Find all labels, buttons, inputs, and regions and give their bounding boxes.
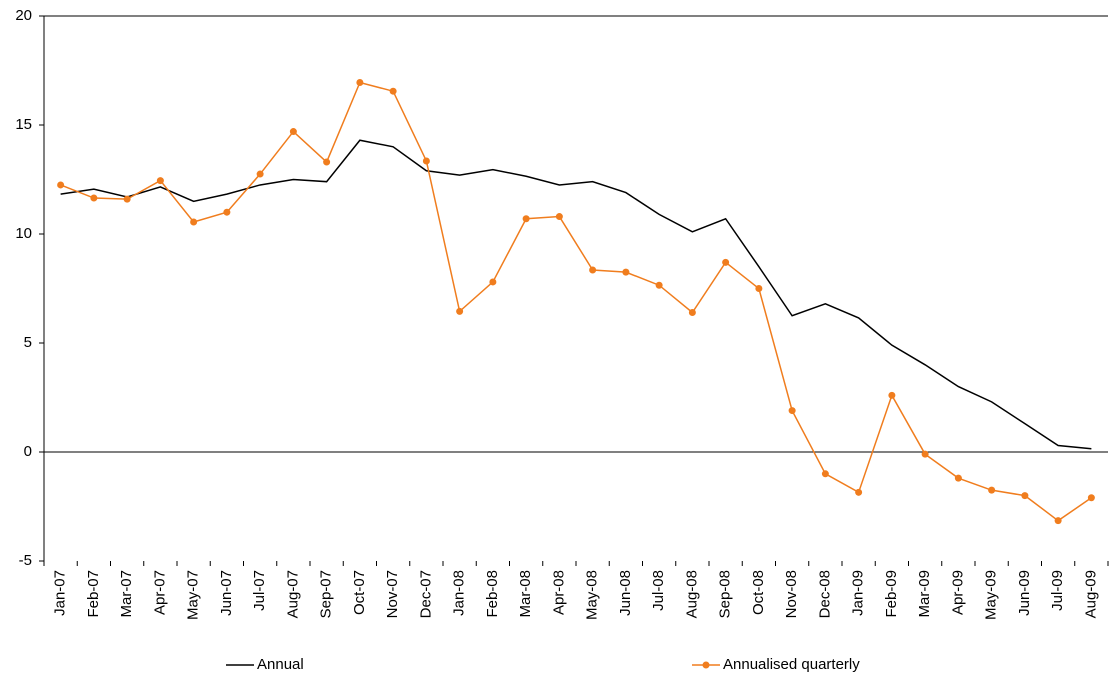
x-tick-label: Apr-07 xyxy=(151,570,168,615)
point xyxy=(323,158,331,166)
x-tick-label: Dec-08 xyxy=(816,570,833,618)
y-tick-label: 10 xyxy=(15,225,32,242)
y-tick-label: 15 xyxy=(15,116,32,133)
x-tick-label: Apr-08 xyxy=(550,570,567,615)
x-tick-label: Jun-08 xyxy=(617,570,634,616)
y-tick-label: 5 xyxy=(24,334,32,351)
point xyxy=(988,486,996,494)
x-tick-label: Oct-07 xyxy=(351,570,368,615)
x-tick-label: Mar-09 xyxy=(916,570,933,618)
x-tick-label: Nov-08 xyxy=(783,570,800,618)
x-tick-label: Jan-08 xyxy=(451,570,468,616)
point xyxy=(589,266,597,274)
point xyxy=(555,213,563,221)
x-tick-label: Sep-08 xyxy=(717,570,734,618)
x-tick-label: Dec-07 xyxy=(417,570,434,618)
legend-marker xyxy=(702,661,710,669)
point xyxy=(722,258,730,266)
x-tick-label: Aug-07 xyxy=(284,570,301,618)
point xyxy=(921,450,929,458)
x-tick-label: Oct-08 xyxy=(750,570,767,615)
x-tick-label: Jul-08 xyxy=(650,570,667,611)
point xyxy=(90,194,98,202)
x-tick-label: Feb-08 xyxy=(484,570,501,618)
point xyxy=(389,87,397,95)
series-line xyxy=(60,81,1092,522)
legend-label: Annual xyxy=(257,656,304,673)
point xyxy=(954,474,962,482)
x-tick-label: Jan-07 xyxy=(52,570,69,616)
point xyxy=(57,181,65,189)
point xyxy=(156,177,164,185)
x-tick-label: Jun-09 xyxy=(1016,570,1033,616)
x-tick-label: Mar-07 xyxy=(118,570,135,618)
x-tick-label: Jul-07 xyxy=(251,570,268,611)
point xyxy=(422,157,430,165)
x-tick-label: Apr-09 xyxy=(949,570,966,615)
point xyxy=(755,285,763,292)
y-tick-label: 20 xyxy=(15,7,32,24)
point xyxy=(190,218,198,226)
point xyxy=(1021,492,1029,500)
x-tick-label: Sep-07 xyxy=(318,570,335,618)
x-tick-label: Mar-08 xyxy=(517,570,534,618)
point xyxy=(256,170,264,178)
y-tick-label: -5 xyxy=(19,552,32,569)
point xyxy=(356,78,364,86)
x-tick-label: Jan-09 xyxy=(850,570,867,616)
legend-label: Annualised quarterly xyxy=(723,656,860,673)
point xyxy=(855,488,863,496)
x-tick-label: Aug-08 xyxy=(683,570,700,618)
x-tick-label: Feb-09 xyxy=(883,570,900,618)
point xyxy=(522,215,530,223)
point xyxy=(788,407,796,415)
x-tick-label: May-07 xyxy=(185,570,202,620)
point xyxy=(622,268,630,276)
point xyxy=(289,128,297,136)
point xyxy=(1087,494,1095,502)
point xyxy=(655,281,663,289)
point xyxy=(123,195,131,203)
point xyxy=(456,307,464,315)
x-tick-label: Jun-07 xyxy=(218,570,235,616)
x-tick-label: Nov-07 xyxy=(384,570,401,618)
x-tick-label: Feb-07 xyxy=(85,570,102,618)
point xyxy=(888,391,896,399)
point xyxy=(1054,517,1062,525)
x-tick-label: May-09 xyxy=(983,570,1000,620)
x-tick-label: Aug-09 xyxy=(1082,570,1099,618)
series-line xyxy=(60,139,1092,450)
x-tick-label: May-08 xyxy=(584,570,601,620)
point xyxy=(223,208,231,216)
point xyxy=(688,308,696,316)
point xyxy=(489,278,497,286)
point xyxy=(821,470,829,478)
y-tick-label: 0 xyxy=(24,443,32,460)
x-tick-label: Jul-09 xyxy=(1049,570,1066,611)
